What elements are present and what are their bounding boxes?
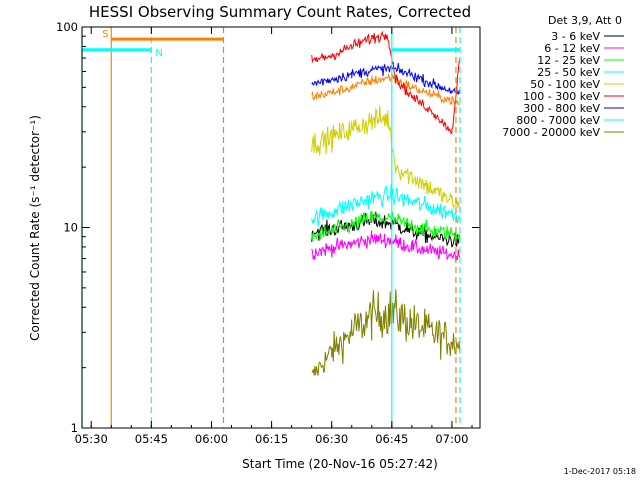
series-line-1	[311, 230, 461, 263]
legend-label-3: 25 - 50 keV	[537, 66, 600, 79]
x-tick-label-2: 06:00	[195, 432, 228, 446]
series-line-3	[311, 184, 461, 227]
segment-label-0: S	[102, 29, 108, 40]
series-line-0	[311, 211, 461, 248]
series-line-2	[311, 211, 461, 242]
chart-title: HESSI Observing Summary Count Rates, Cor…	[89, 3, 471, 21]
y-tick-label-2: 100	[56, 20, 78, 34]
segment-label-1: N	[155, 48, 162, 59]
legend-label-8: 7000 - 20000 keV	[502, 126, 600, 139]
series-line-6	[311, 62, 461, 95]
legend-label-2: 12 - 25 keV	[537, 54, 600, 67]
legend-label-4: 50 - 100 keV	[530, 78, 600, 91]
series-line-5	[311, 30, 461, 135]
legend-label-0: 3 - 6 keV	[551, 30, 600, 43]
series-line-8	[311, 289, 461, 376]
x-tick-label-0: 05:30	[75, 432, 108, 446]
footer-timestamp: 1-Dec-2017 05:18	[564, 467, 636, 476]
x-tick-label-4: 06:30	[315, 432, 348, 446]
series-line-extra-0	[311, 73, 461, 106]
series-line-4	[311, 105, 461, 214]
x-tick-label-3: 06:15	[255, 432, 288, 446]
x-axis-label: Start Time (20-Nov-16 05:27:42)	[242, 457, 438, 471]
x-tick-label-1: 05:45	[135, 432, 168, 446]
y-tick-label-1: 10	[63, 221, 78, 235]
legend-label-5: 100 - 300 keV	[523, 90, 600, 103]
axes: 05:30 05:45 06:00 06:15 06:30 06:45 07:00 1 10 10…	[56, 20, 481, 446]
legend-label-7: 800 - 7000 keV	[516, 114, 600, 127]
legend-label-1: 6 - 12 keV	[544, 42, 600, 55]
y-axis-label: Corrected Count Rate (s⁻¹ detector⁻¹)	[28, 115, 42, 341]
y-tick-label-0: 1	[71, 421, 78, 435]
x-tick-label-6: 07:00	[435, 432, 468, 446]
legend-title: Det 3,9, Att 0	[548, 14, 622, 27]
x-tick-label-5: 06:45	[375, 432, 408, 446]
legend-label-6: 300 - 800 keV	[523, 102, 600, 115]
